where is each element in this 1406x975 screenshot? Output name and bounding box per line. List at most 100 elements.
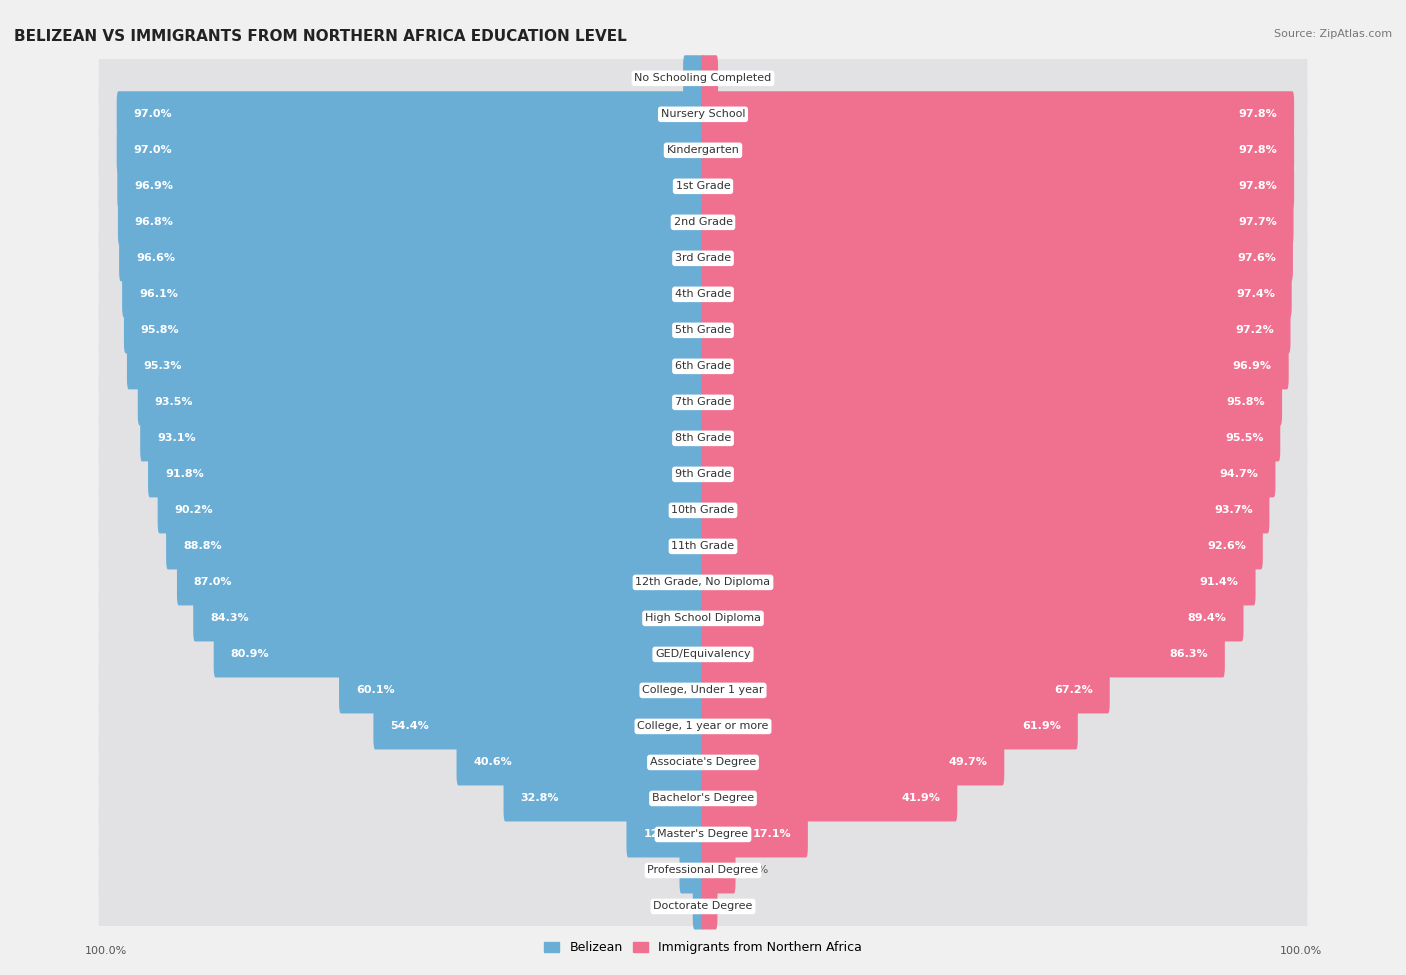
FancyBboxPatch shape [98,160,1308,213]
Text: 3.0%: 3.0% [651,73,679,83]
FancyBboxPatch shape [702,560,1256,605]
Text: 97.4%: 97.4% [1236,290,1275,299]
Text: Kindergarten: Kindergarten [666,145,740,155]
Text: 2.2%: 2.2% [723,73,751,83]
Text: 80.9%: 80.9% [231,649,269,659]
Text: 97.8%: 97.8% [1239,109,1277,119]
FancyBboxPatch shape [138,379,704,425]
Text: 97.8%: 97.8% [1239,145,1277,155]
Text: 88.8%: 88.8% [183,541,222,552]
Text: 96.1%: 96.1% [139,290,179,299]
FancyBboxPatch shape [98,268,1308,321]
FancyBboxPatch shape [339,667,704,714]
Text: 92.6%: 92.6% [1206,541,1246,552]
Text: 95.5%: 95.5% [1225,433,1264,444]
FancyBboxPatch shape [214,632,704,678]
Text: 97.2%: 97.2% [1234,326,1274,335]
FancyBboxPatch shape [702,667,1109,714]
Text: 96.9%: 96.9% [1233,362,1272,371]
Text: 91.4%: 91.4% [1199,577,1239,587]
Text: Associate's Degree: Associate's Degree [650,758,756,767]
FancyBboxPatch shape [702,632,1225,678]
FancyBboxPatch shape [148,451,704,497]
Text: 12th Grade, No Diploma: 12th Grade, No Diploma [636,577,770,587]
FancyBboxPatch shape [157,488,704,533]
Text: High School Diploma: High School Diploma [645,613,761,623]
Text: 97.0%: 97.0% [134,145,172,155]
Text: BELIZEAN VS IMMIGRANTS FROM NORTHERN AFRICA EDUCATION LEVEL: BELIZEAN VS IMMIGRANTS FROM NORTHERN AFR… [14,29,627,44]
FancyBboxPatch shape [702,199,1294,246]
FancyBboxPatch shape [627,811,704,857]
Text: 95.3%: 95.3% [143,362,183,371]
FancyBboxPatch shape [98,88,1308,141]
Text: 93.1%: 93.1% [157,433,195,444]
Text: 11th Grade: 11th Grade [672,541,734,552]
FancyBboxPatch shape [702,379,1282,425]
FancyBboxPatch shape [98,736,1308,789]
Text: 90.2%: 90.2% [174,505,214,516]
FancyBboxPatch shape [98,700,1308,753]
Text: 96.8%: 96.8% [135,217,174,227]
FancyBboxPatch shape [98,592,1308,645]
FancyBboxPatch shape [702,56,718,101]
FancyBboxPatch shape [98,303,1308,357]
Text: GED/Equivalency: GED/Equivalency [655,649,751,659]
Text: 100.0%: 100.0% [1279,946,1322,956]
FancyBboxPatch shape [98,664,1308,717]
Text: 97.0%: 97.0% [134,109,172,119]
FancyBboxPatch shape [98,879,1308,933]
Text: 95.8%: 95.8% [141,326,180,335]
FancyBboxPatch shape [98,772,1308,825]
Text: 96.9%: 96.9% [134,181,173,191]
FancyBboxPatch shape [98,232,1308,285]
FancyBboxPatch shape [702,775,957,822]
FancyBboxPatch shape [702,415,1281,461]
Text: 3rd Grade: 3rd Grade [675,254,731,263]
FancyBboxPatch shape [98,484,1308,537]
Text: 94.7%: 94.7% [1219,469,1258,480]
FancyBboxPatch shape [98,196,1308,249]
Text: 3.6%: 3.6% [647,866,675,876]
FancyBboxPatch shape [193,596,704,642]
FancyBboxPatch shape [702,847,735,893]
FancyBboxPatch shape [118,199,704,246]
Text: Nursery School: Nursery School [661,109,745,119]
Text: 54.4%: 54.4% [391,722,429,731]
FancyBboxPatch shape [702,524,1263,569]
Text: 95.8%: 95.8% [1226,398,1265,408]
FancyBboxPatch shape [98,448,1308,501]
FancyBboxPatch shape [374,703,704,750]
Text: Master's Degree: Master's Degree [658,830,748,839]
Text: 97.6%: 97.6% [1237,254,1277,263]
FancyBboxPatch shape [98,808,1308,861]
FancyBboxPatch shape [702,451,1275,497]
FancyBboxPatch shape [127,343,704,389]
FancyBboxPatch shape [702,163,1294,210]
FancyBboxPatch shape [702,271,1292,318]
Text: 9th Grade: 9th Grade [675,469,731,480]
Text: 6th Grade: 6th Grade [675,362,731,371]
Text: 87.0%: 87.0% [194,577,232,587]
Text: 84.3%: 84.3% [209,613,249,623]
FancyBboxPatch shape [693,883,704,929]
FancyBboxPatch shape [117,92,704,137]
Text: 89.4%: 89.4% [1188,613,1226,623]
Text: Doctorate Degree: Doctorate Degree [654,902,752,912]
Text: 12.4%: 12.4% [644,830,682,839]
Text: 67.2%: 67.2% [1054,685,1092,695]
Text: 60.1%: 60.1% [356,685,395,695]
Text: 100.0%: 100.0% [84,946,127,956]
Text: College, 1 year or more: College, 1 year or more [637,722,769,731]
Text: 2.1%: 2.1% [721,902,749,912]
FancyBboxPatch shape [702,235,1294,282]
Text: 61.9%: 61.9% [1022,722,1062,731]
Text: 4th Grade: 4th Grade [675,290,731,299]
Text: 2nd Grade: 2nd Grade [673,217,733,227]
FancyBboxPatch shape [98,375,1308,429]
Text: 91.8%: 91.8% [165,469,204,480]
Text: 10th Grade: 10th Grade [672,505,734,516]
Text: 49.7%: 49.7% [949,758,987,767]
Text: Bachelor's Degree: Bachelor's Degree [652,794,754,803]
Text: 5th Grade: 5th Grade [675,326,731,335]
FancyBboxPatch shape [702,128,1294,174]
